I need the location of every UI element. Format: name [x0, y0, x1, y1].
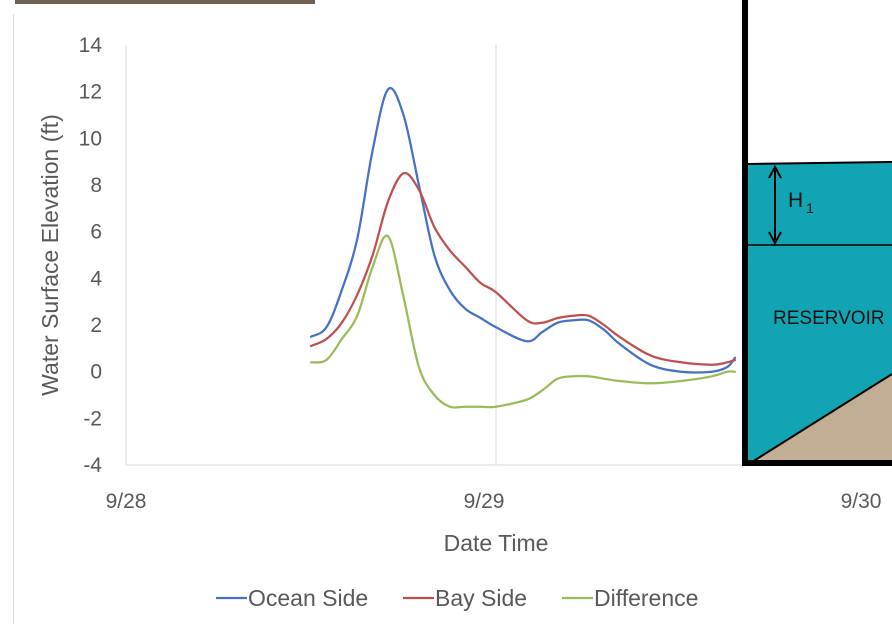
diagram-frame-left: [742, 0, 748, 466]
legend-label-difference: Difference: [594, 585, 698, 611]
y-tick-labels: -4 -2 0 2 4 6 8 10 12 14: [79, 34, 103, 477]
reservoir-water: [748, 162, 892, 462]
y-tick-label: 2: [90, 314, 102, 337]
legend-label-bay-side: Bay Side: [435, 585, 527, 611]
cropped-photo-strip: [15, 0, 315, 4]
x-tick-label: 9/29: [464, 490, 505, 513]
y-tick-label: 0: [90, 361, 102, 384]
y-tick-label: 4: [90, 267, 102, 290]
y-tick-label: 6: [90, 221, 102, 244]
y-tick-label: -4: [83, 454, 102, 477]
legend: Ocean Side Bay Side Difference: [216, 585, 698, 611]
reservoir-label: RESERVOIR: [773, 308, 885, 329]
diagram-frame-bottom: [742, 460, 892, 466]
x-axis-title: Date Time: [444, 530, 549, 556]
y-tick-label: 12: [79, 81, 102, 104]
arrow-head-up-icon: [768, 164, 782, 179]
y-tick-label: 14: [79, 34, 103, 57]
y-tick-label: 10: [79, 127, 102, 150]
x-tick-label: 9/28: [106, 490, 147, 513]
x-tick-label: 9/30: [841, 490, 882, 513]
y-axis-title: Water Surface Elevation (ft): [37, 114, 63, 396]
water-surface-line: [747, 161, 892, 165]
series-line-ocean-side: [309, 86, 737, 374]
series-lines: [309, 86, 737, 409]
series-line-difference: [309, 234, 737, 409]
arrow-head-down-icon: [768, 231, 782, 246]
chart-frame-left-edge: [13, 14, 14, 624]
slope-line: [751, 373, 892, 463]
legend-label-ocean-side: Ocean Side: [248, 585, 368, 611]
y-tick-label: -2: [83, 407, 102, 430]
series-line-bay-side: [309, 171, 737, 366]
x-tick-labels: 9/28 9/29: [106, 490, 505, 513]
y-tick-label: 8: [90, 174, 102, 197]
